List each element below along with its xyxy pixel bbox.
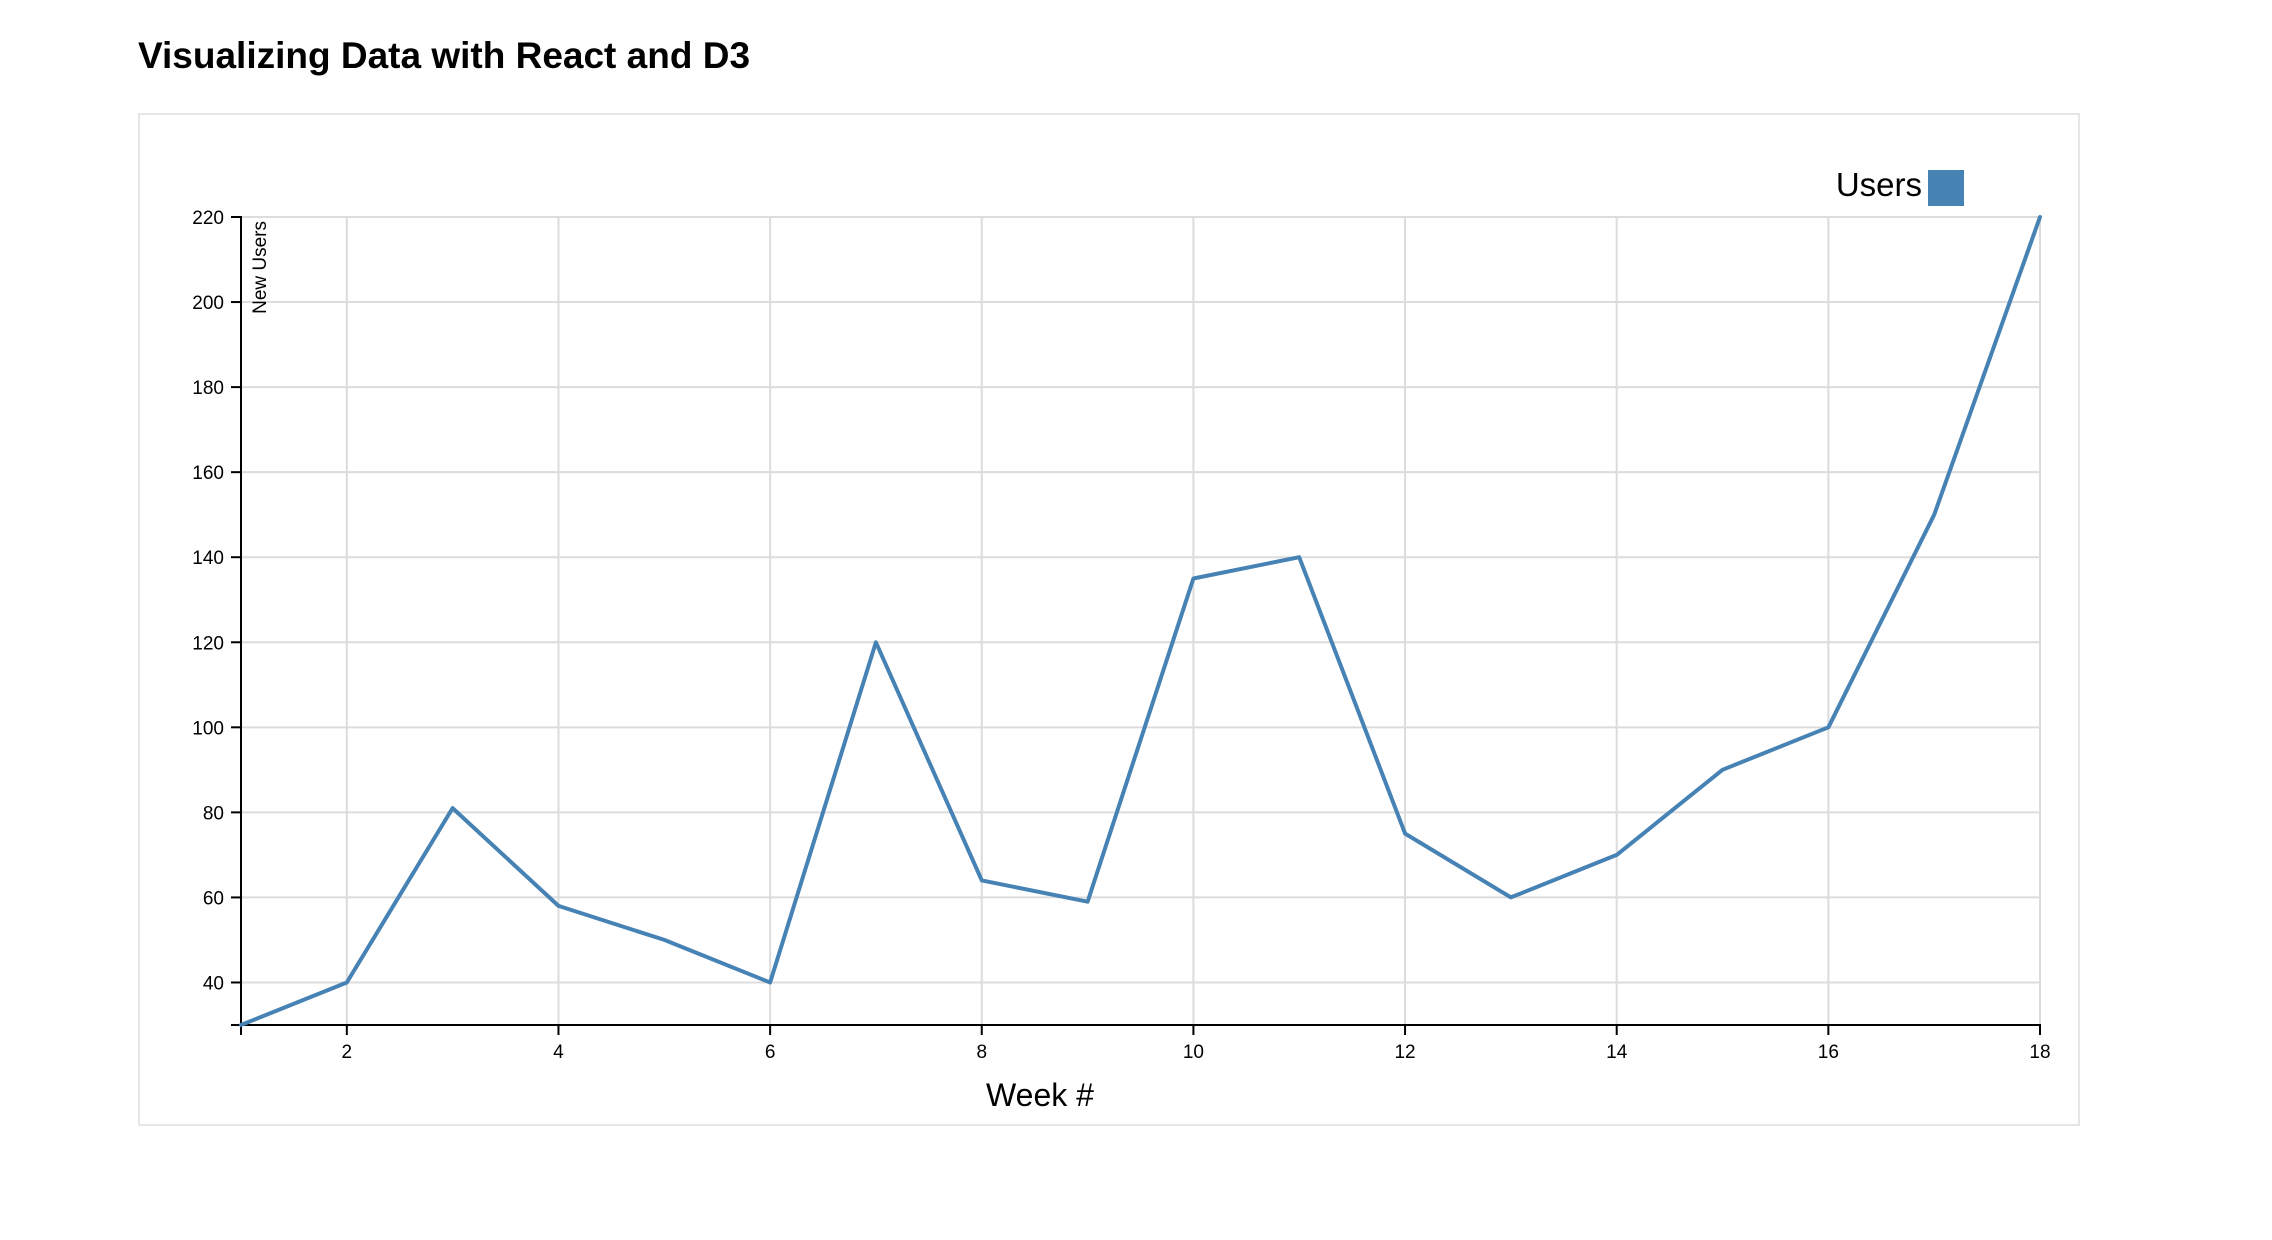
x-tick-label: 12: [1394, 1042, 1415, 1063]
y-tick-label: 80: [203, 803, 224, 824]
legend: Users: [1836, 166, 1964, 206]
y-tick-label: 180: [192, 378, 224, 399]
y-tick-label: 100: [192, 718, 224, 739]
x-axis-title: Week #: [986, 1077, 1094, 1113]
series-group: [239, 215, 2042, 1027]
x-tick-label: 16: [1818, 1042, 1839, 1063]
y-axis: 40 60 80 100 120 140 160 180 200 220: [192, 208, 242, 1026]
series-line: [239, 215, 2042, 1027]
chart-container: [138, 113, 2080, 1126]
x-axis-line: [240, 1024, 2041, 1035]
x-tick-label: 18: [2029, 1042, 2050, 1063]
x-tick-label: 10: [1183, 1042, 1204, 1063]
grid-lines: [241, 216, 2041, 1025]
x-tick-label: 4: [553, 1042, 564, 1063]
x-tick-label: 8: [976, 1042, 987, 1063]
page-title: Visualizing Data with React and D3: [138, 35, 751, 76]
x-tick-label: 2: [342, 1042, 353, 1063]
y-axis-title: New Users: [250, 221, 271, 314]
y-tick-label: 40: [203, 973, 224, 994]
y-tick-label: 60: [203, 888, 224, 909]
legend-swatch: [1928, 170, 1964, 206]
x-tick-label: 14: [1606, 1042, 1628, 1063]
y-axis-line: [231, 216, 242, 1026]
y-tick-label: 120: [192, 633, 224, 654]
y-tick-label: 200: [192, 293, 224, 314]
legend-label: Users: [1836, 166, 1922, 203]
y-tick-label: 140: [192, 548, 224, 569]
y-tick-label: 160: [192, 463, 224, 484]
y-tick-label: 220: [192, 208, 224, 229]
x-tick-label: 6: [765, 1042, 776, 1063]
x-axis: 2 4 6 8 10 12 14 16 18: [240, 1024, 2051, 1063]
